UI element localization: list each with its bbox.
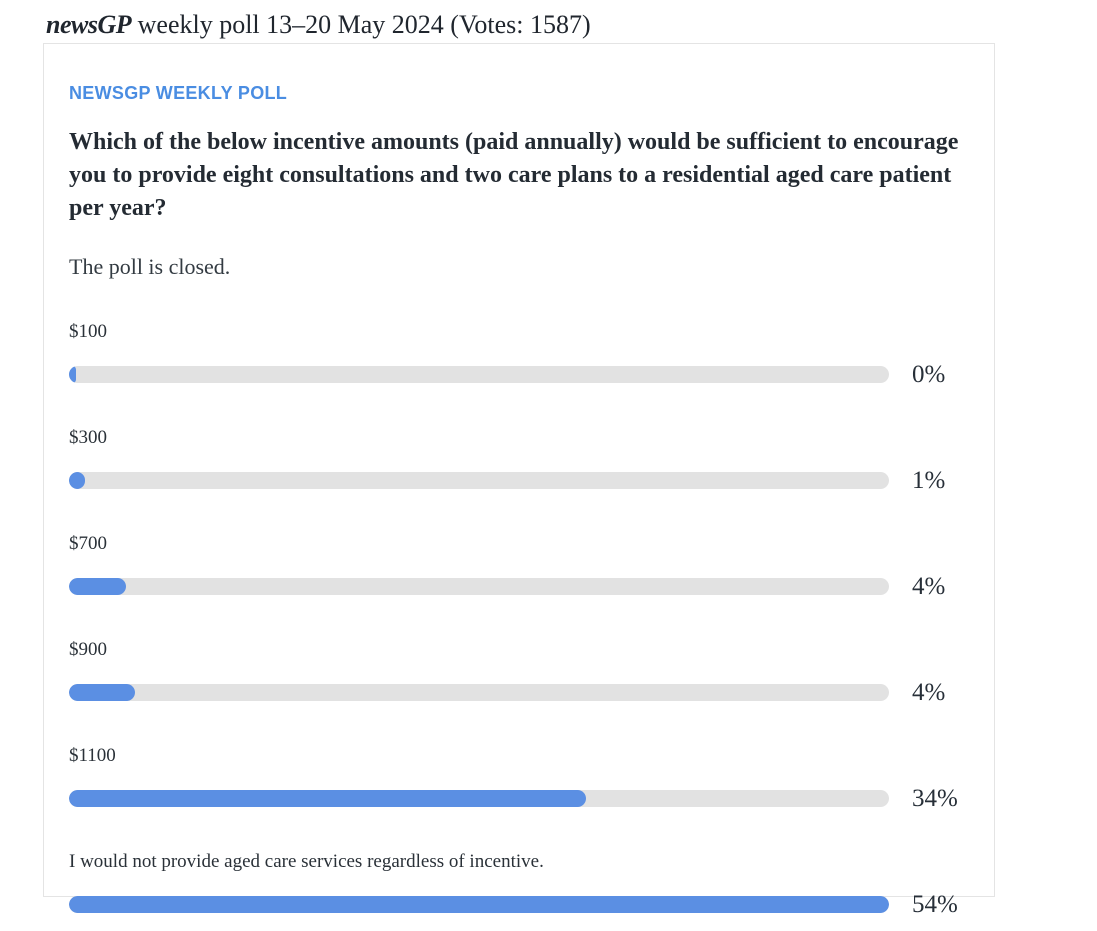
option-bar-row: 34% [69,786,969,811]
option-percentage: 1% [912,467,946,494]
option-bar-row: 4% [69,574,969,599]
bar-track [69,684,889,701]
bar-fill [69,366,77,383]
poll-option-row: $300 1% [69,428,969,493]
option-bar-row: 0% [69,362,969,387]
bar-track [69,366,889,383]
poll-options: $100 0% $300 1% $700 4% $900 [69,322,969,917]
bar-fill [69,896,889,913]
poll-kicker-link[interactable]: NEWSGP WEEKLY POLL [69,83,288,103]
option-percentage: 4% [912,573,946,600]
bar-fill [69,790,586,807]
option-percentage: 0% [912,361,946,388]
poll-option-row: $100 0% [69,322,969,387]
option-percentage: 34% [912,785,958,812]
option-label: $1100 [69,745,116,766]
bar-fill [69,472,86,489]
option-label: $300 [69,427,107,448]
option-percentage: 4% [912,679,946,706]
bar-fill [69,684,136,701]
option-label: $100 [69,321,107,342]
page-title-brand: newsGP [46,10,132,39]
option-label: $700 [69,533,107,554]
bar-track [69,790,889,807]
option-label: I would not provide aged care services r… [69,851,544,872]
poll-option-row: $900 4% [69,640,969,705]
page-title-rest: weekly poll 13–20 May 2024 (Votes: 1587) [131,10,591,39]
bar-track [69,472,889,489]
option-bar-row: 4% [69,680,969,705]
bar-fill [69,578,127,595]
option-label: $900 [69,639,107,660]
bar-track [69,578,889,595]
poll-option-row: I would not provide aged care services r… [69,852,969,917]
poll-option-row: $1100 34% [69,746,969,811]
poll-status: The poll is closed. [69,254,231,279]
option-percentage: 54% [912,891,958,918]
bar-track [69,896,889,913]
option-bar-row: 54% [69,892,969,917]
poll-option-row: $700 4% [69,534,969,599]
option-bar-row: 1% [69,468,969,493]
poll-card: NEWSGP WEEKLY POLL Which of the below in… [43,43,995,917]
poll-question: Which of the below incentive amounts (pa… [69,129,959,221]
page-title: newsGP weekly poll 13–20 May 2024 (Votes… [46,10,591,40]
